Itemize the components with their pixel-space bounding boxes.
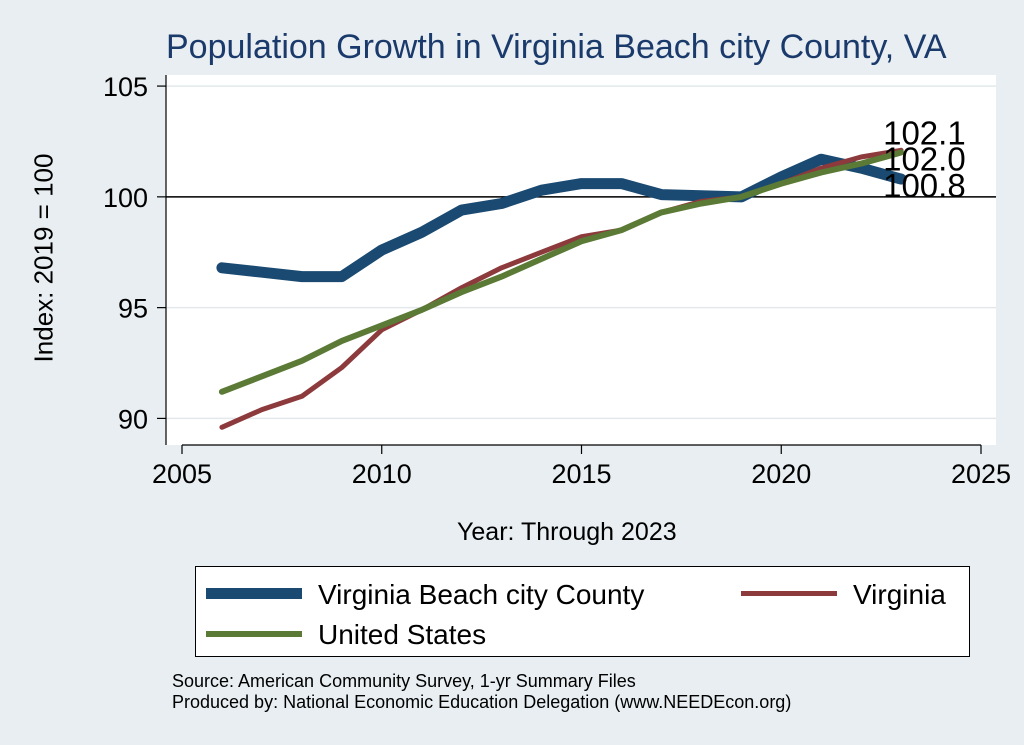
axes: 90 95 100 105 2005 2010 2015 2020 2025 [103,72,1011,489]
end-value-label: 102.1 [883,114,966,151]
series-line [218,149,905,395]
source-note: Source: American Community Survey, 1-yr … [172,671,791,713]
legend-label: Virginia [853,579,946,610]
legend-swatch [206,588,302,599]
legend-label: Virginia Beach city County [318,579,645,610]
series-line [216,153,907,283]
x-tick-label: 2020 [751,459,811,489]
plot-area [166,75,996,445]
y-tick-label: 105 [103,72,148,102]
y-tick-label: 95 [118,294,148,324]
x-tick-label: 2015 [551,459,611,489]
y-tick-label: 90 [118,404,148,434]
y-axis-label: Index: 2019 = 100 [28,153,59,363]
legend: Virginia Beach city County Virginia Unit… [195,566,970,657]
legend-label: United States [318,619,487,650]
grid [166,85,996,420]
y-tick-label: 100 [103,183,148,213]
x-tick-label: 2025 [951,459,1011,489]
producer-line: Produced by: National Economic Education… [172,692,792,712]
series-lines [216,147,907,430]
legend-swatch [206,631,302,637]
x-tick-label: 2005 [152,459,212,489]
source-line: Source: American Community Survey, 1-yr … [172,671,636,691]
end-value-label: 100.8 [883,167,966,204]
legend-swatch [741,591,837,596]
x-axis-label: Year: Through 2023 [457,518,677,546]
x-tick-label: 2010 [352,459,412,489]
end-value-label: 102.0 [883,141,966,178]
chart-title: Population Growth in Virginia Beach city… [166,28,947,66]
